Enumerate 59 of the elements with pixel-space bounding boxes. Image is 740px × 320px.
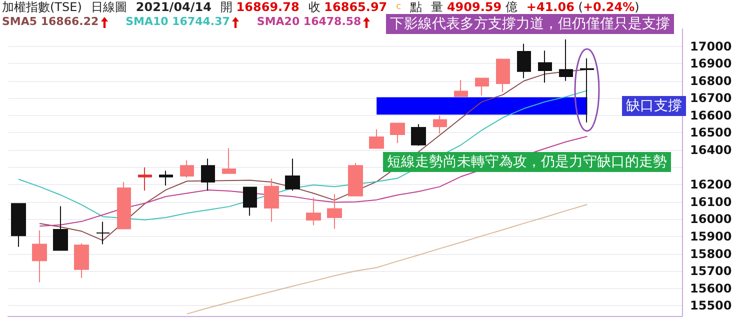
annotation: 下影線代表多方支撐力道，但仍僅僅只是支撐 bbox=[386, 14, 674, 34]
candlestick bbox=[411, 124, 426, 146]
candlestick bbox=[243, 186, 257, 216]
y-tick-label: 16700 bbox=[690, 91, 732, 106]
candlestick bbox=[327, 194, 342, 230]
text: 點 bbox=[410, 0, 422, 14]
y-tick-label: 15900 bbox=[690, 229, 732, 244]
candlestick bbox=[74, 242, 89, 278]
y-tick-label: 16800 bbox=[690, 74, 732, 88]
candlestick bbox=[454, 80, 468, 97]
candlestick bbox=[538, 50, 552, 84]
candlestick bbox=[222, 148, 236, 174]
y-tick-label: 16600 bbox=[690, 108, 732, 122]
candlestick bbox=[201, 158, 215, 192]
text: 收 16865.97 bbox=[308, 0, 388, 14]
y-tick-label: 15500 bbox=[690, 298, 732, 313]
text: SMA10 16744.37 bbox=[126, 15, 230, 29]
y-tick-label: 15600 bbox=[690, 281, 732, 296]
candlestick bbox=[390, 122, 405, 144]
candlestick bbox=[369, 128, 384, 149]
text: 量 4909.59 億 bbox=[431, 0, 518, 14]
candlestick bbox=[580, 58, 594, 123]
y-tick-label: 17000 bbox=[690, 39, 732, 54]
candlestick bbox=[496, 58, 510, 93]
candlestick bbox=[159, 170, 173, 186]
candlestick bbox=[264, 178, 279, 222]
y-tick-label: 16000 bbox=[690, 212, 732, 226]
candlestick bbox=[348, 162, 363, 196]
text: SMA20 16478.58 bbox=[256, 15, 362, 29]
candlestick bbox=[559, 38, 573, 82]
text: 2021/04/14 bbox=[136, 0, 212, 14]
chart-subtitle: 日線圖 bbox=[90, 0, 127, 14]
candlestick bbox=[53, 206, 68, 251]
y-tick-label: 16900 bbox=[690, 56, 732, 71]
candlestick bbox=[32, 230, 47, 283]
y-tick-label: 16500 bbox=[690, 126, 732, 140]
candlestick bbox=[517, 43, 531, 79]
text: 開 16869.78 bbox=[220, 0, 300, 14]
text: SMA5 16866.22 bbox=[2, 15, 99, 29]
candlestick bbox=[96, 221, 110, 245]
candlestick bbox=[433, 114, 447, 134]
y-tick-label: 16400 bbox=[690, 143, 732, 158]
candlestick bbox=[117, 182, 131, 230]
candlestick bbox=[475, 78, 489, 96]
candlestick bbox=[138, 166, 152, 192]
band-label: 缺口支撐 bbox=[622, 96, 686, 116]
candlestick bbox=[11, 203, 26, 248]
chart-title: 加權指數(TSE) bbox=[2, 0, 82, 14]
text: +41.06 (+0.24%) bbox=[526, 0, 640, 14]
y-tick-label: 15700 bbox=[690, 264, 732, 278]
line-series bbox=[186, 204, 588, 314]
candlestick bbox=[306, 197, 321, 226]
candlestick bbox=[180, 160, 194, 178]
y-tick-label: 16100 bbox=[690, 194, 732, 209]
y-tick-label: 16200 bbox=[690, 178, 732, 192]
y-tick-label: 15800 bbox=[690, 246, 732, 261]
candlestick bbox=[285, 158, 300, 192]
annotation: 短線走勢尚未轉守為攻，仍是力守缺口的走勢 bbox=[383, 152, 671, 172]
text: c bbox=[396, 1, 402, 14]
